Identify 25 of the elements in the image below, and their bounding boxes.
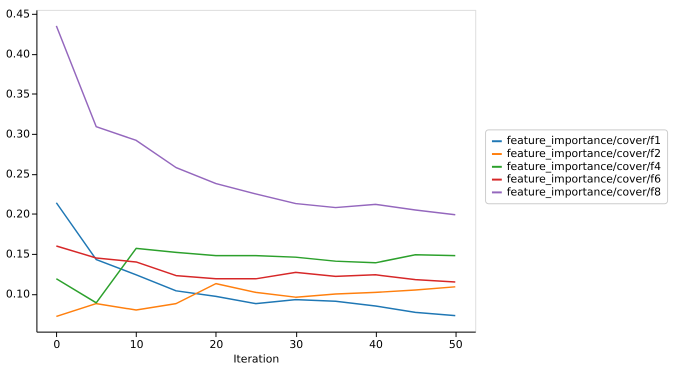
y-tick-label: 0.35	[6, 87, 30, 100]
x-tick-label: 40	[369, 338, 383, 351]
legend-label: feature_importance/cover/f6	[506, 172, 662, 186]
x-tick-label: 50	[448, 338, 463, 351]
x-axis-title: Iteration	[233, 352, 280, 366]
y-tick-label: 0.15	[6, 247, 30, 260]
x-tick-label: 20	[210, 338, 224, 351]
y-tick-label: 0.20	[6, 207, 30, 220]
legend-label: feature_importance/cover/f8	[506, 185, 662, 198]
y-tick-label: 0.30	[6, 127, 30, 140]
line-series	[56, 25, 456, 216]
legend-label: feature_importance/cover/f4	[506, 160, 662, 173]
legend-label: feature_importance/cover/f1	[506, 134, 661, 148]
line-series	[56, 202, 456, 316]
x-tick-label: 30	[289, 338, 304, 351]
y-tick-label: 0.10	[6, 287, 30, 300]
y-tick-label: 0.40	[6, 47, 30, 60]
legend-label: feature_importance/cover/f2	[506, 146, 661, 160]
line-series	[56, 282, 456, 318]
line-series	[56, 248, 456, 304]
line-series	[56, 245, 456, 283]
x-tick-label: 0	[53, 338, 60, 351]
y-tick-label: 0.25	[6, 167, 30, 180]
y-tick-label: 0.45	[6, 7, 30, 20]
x-tick-label: 10	[130, 338, 144, 351]
